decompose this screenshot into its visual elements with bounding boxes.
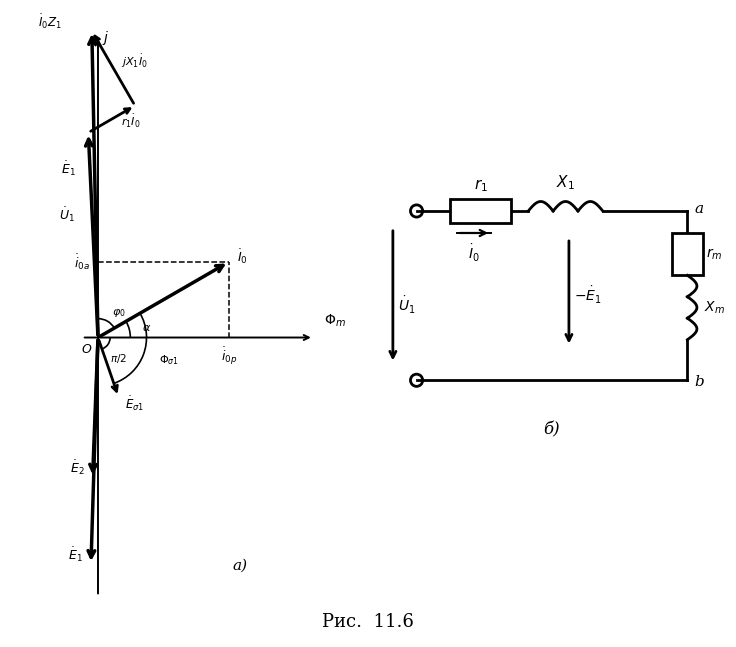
Text: а): а) [233,558,248,573]
Text: $X_1$: $X_1$ [556,173,575,192]
Text: Рис.  11.6: Рис. 11.6 [322,613,414,631]
Text: $\dot{i}_{0a}$: $\dot{i}_{0a}$ [74,252,90,272]
Text: $O$: $O$ [81,343,93,356]
Text: б): б) [544,421,560,439]
Text: $\dot{E}_1$: $\dot{E}_1$ [68,545,83,564]
Text: $r_1 \dot{I}_0$: $r_1 \dot{I}_0$ [121,113,141,131]
Text: $\varphi_0$: $\varphi_0$ [112,307,126,319]
Text: $\dot{U}_1$: $\dot{U}_1$ [398,295,416,316]
Text: $-\dot{E}_1$: $-\dot{E}_1$ [574,285,602,306]
Text: $\Phi_m$: $\Phi_m$ [325,313,347,329]
Text: $\alpha$: $\alpha$ [142,324,152,333]
Text: $\dot{E}_2$: $\dot{E}_2$ [70,459,85,477]
Text: $r_m$: $r_m$ [706,247,723,262]
Text: a: a [694,203,704,216]
Bar [672,233,703,276]
Text: $r_1$: $r_1$ [474,177,488,194]
Text: $\Phi_{\sigma 1}$: $\Phi_{\sigma 1}$ [158,353,179,367]
Text: $\dot{i}_{0p}$: $\dot{i}_{0p}$ [221,345,237,367]
Text: $j X_1 \dot{I}_0$: $j X_1 \dot{I}_0$ [121,53,149,71]
Text: $\dot{E}_{\sigma 1}$: $\dot{E}_{\sigma 1}$ [125,394,144,413]
Text: $\dot{E}_1$: $\dot{E}_1$ [61,160,76,178]
Text: $\dot{I}_0$: $\dot{I}_0$ [237,247,247,266]
Text: $X_m$: $X_m$ [704,300,725,316]
Text: $\pi/2$: $\pi/2$ [110,351,127,364]
Text: $\dot{I}_0$: $\dot{I}_0$ [468,243,480,263]
Text: b: b [694,375,704,389]
Text: $j$: $j$ [102,29,110,47]
Bar [450,199,512,223]
Text: $\dot{I}_0 Z_1$: $\dot{I}_0 Z_1$ [38,12,62,30]
Text: $\dot{U}_1$: $\dot{U}_1$ [59,205,75,224]
